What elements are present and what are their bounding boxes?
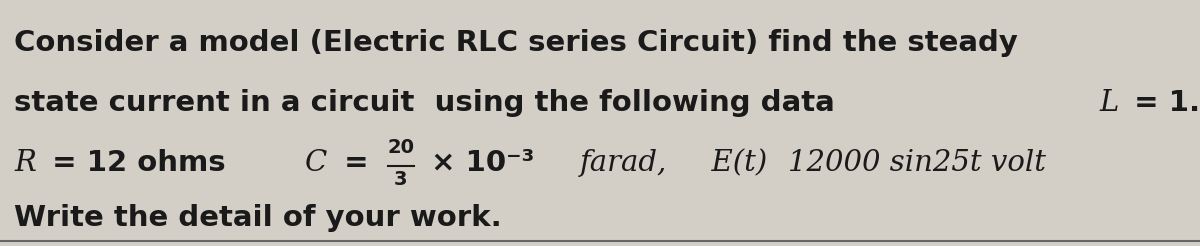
Text: × 10⁻³: × 10⁻³ xyxy=(421,149,544,177)
Text: = 12 ohms: = 12 ohms xyxy=(42,149,246,177)
Text: E(t): E(t) xyxy=(692,149,767,177)
Text: 3: 3 xyxy=(394,170,408,189)
Text: state current in a circuit  using the following data: state current in a circuit using the fol… xyxy=(14,89,854,117)
Text: 12000 sin25t volt: 12000 sin25t volt xyxy=(788,149,1046,177)
Text: R: R xyxy=(14,149,36,177)
Text: =: = xyxy=(334,149,368,177)
Text: farad,: farad, xyxy=(580,149,667,177)
Text: 20: 20 xyxy=(388,138,414,157)
Text: Write the detail of your work.: Write the detail of your work. xyxy=(14,204,502,232)
Text: L: L xyxy=(1099,89,1118,117)
Text: C: C xyxy=(305,149,328,177)
Text: = 1.2: = 1.2 xyxy=(1124,89,1200,117)
Text: Consider a model (Electric RLC series Circuit) find the steady: Consider a model (Electric RLC series Ci… xyxy=(14,29,1018,57)
